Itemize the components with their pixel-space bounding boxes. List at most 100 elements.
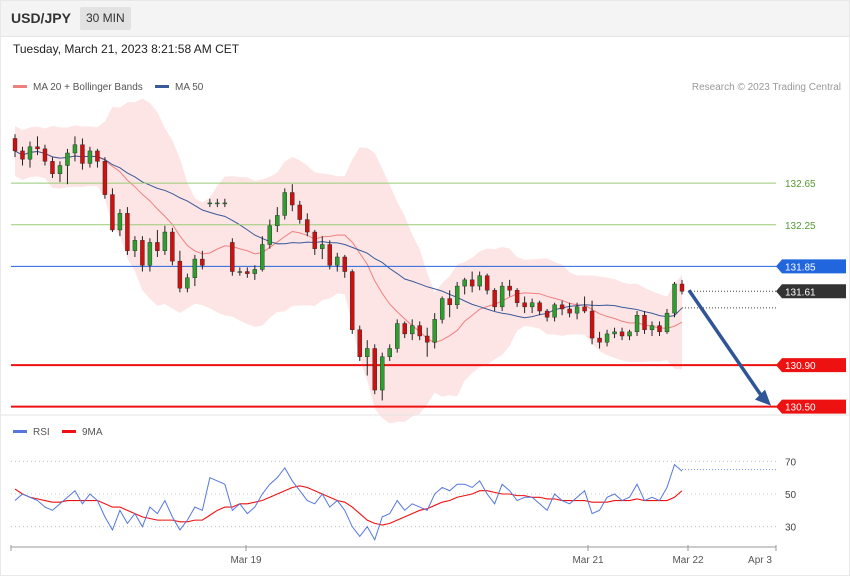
level-tag-130-90 xyxy=(776,358,846,373)
candle-body xyxy=(634,314,640,333)
candle-body xyxy=(544,310,550,318)
candle-body xyxy=(42,148,48,162)
candle-body xyxy=(125,213,130,251)
candle-body xyxy=(192,258,198,278)
candle-body xyxy=(507,285,512,291)
candle-body xyxy=(439,298,445,320)
candle-body xyxy=(57,165,63,175)
candle-body xyxy=(320,244,325,249)
rsi-lines xyxy=(14,463,776,541)
candle-body xyxy=(305,219,310,233)
candle-body xyxy=(327,244,332,266)
bollinger-band-fill xyxy=(15,98,682,424)
candle-body xyxy=(529,302,535,308)
rsi-tick-70: 70 xyxy=(785,457,797,468)
candle-body xyxy=(95,150,100,162)
ma20-legend-label: MA 20 + Bollinger Bands xyxy=(33,82,143,93)
candle-body xyxy=(155,242,160,251)
candle-body xyxy=(424,335,430,343)
candlesticks xyxy=(12,134,685,401)
candle-body xyxy=(342,256,347,272)
candle-body xyxy=(357,329,362,357)
candle-body xyxy=(237,271,243,273)
candle-body xyxy=(454,285,460,306)
level-label-130-90: 130.90 xyxy=(785,361,816,372)
candle-body xyxy=(117,213,123,231)
projection-arrow xyxy=(687,289,771,406)
candle-body xyxy=(185,277,190,289)
candle-body xyxy=(222,202,228,205)
candle-body xyxy=(297,204,302,220)
candle-body xyxy=(679,283,685,292)
ma9-legend-label: 9MA xyxy=(82,427,103,438)
candle-body xyxy=(499,285,505,308)
candle-body xyxy=(597,337,602,343)
candle-body xyxy=(642,314,647,330)
candle-body xyxy=(402,323,407,335)
ma50-legend-swatch xyxy=(155,85,169,88)
candle-body xyxy=(87,150,93,164)
candle-body xyxy=(657,325,662,333)
candle-body xyxy=(462,279,467,287)
candle-body xyxy=(380,356,385,391)
rsi-tick-30: 30 xyxy=(785,523,797,534)
level-tag-130-50 xyxy=(776,399,846,414)
candle-body xyxy=(522,302,527,308)
candle-body xyxy=(559,304,565,310)
candle-body xyxy=(72,144,78,154)
ma9-legend-swatch xyxy=(62,430,76,433)
ma9-line xyxy=(14,485,683,526)
candle-body xyxy=(35,146,40,150)
candle-body xyxy=(335,256,340,266)
candle-body xyxy=(290,192,295,206)
ma50-legend-label: MA 50 xyxy=(175,82,204,93)
level-label-131-61: 131.61 xyxy=(785,287,816,298)
header-bar: USD/JPY 30 MIN xyxy=(0,0,850,37)
candle-body xyxy=(20,150,25,160)
candle-body xyxy=(177,260,183,289)
level-label-132-65: 132.65 xyxy=(785,179,816,190)
candle-body xyxy=(65,152,70,166)
level-label-131-85: 131.85 xyxy=(785,262,816,273)
rsi-gridlines: 70 50 30 xyxy=(11,457,797,534)
candle-body xyxy=(372,348,377,391)
level-label-130-50: 130.50 xyxy=(785,403,816,414)
candle-body xyxy=(492,290,497,308)
candle-body xyxy=(252,269,258,274)
rsi-line xyxy=(14,463,683,541)
candle-body xyxy=(215,202,220,205)
ma50-line xyxy=(14,150,683,319)
candle-body xyxy=(432,319,437,343)
candle-body xyxy=(537,302,542,312)
x-tick-label: Apr 3 xyxy=(748,555,772,566)
candle-body xyxy=(649,325,655,330)
candle-body xyxy=(282,192,287,216)
candle-body xyxy=(140,240,145,266)
candle-body xyxy=(395,323,400,349)
candle-body xyxy=(260,244,265,270)
candle-body xyxy=(612,331,617,335)
timestamp: Tuesday, March 21, 2023 8:21:58 AM CET xyxy=(13,42,240,56)
timeframe-badge[interactable]: 30 MIN xyxy=(80,7,131,30)
candle-body xyxy=(447,298,452,306)
rsi-legend-label: RSI xyxy=(33,427,50,438)
price-levels xyxy=(11,182,778,408)
level-label-132-25: 132.25 xyxy=(785,221,816,232)
candle-body xyxy=(582,306,587,312)
pair-title: USD/JPY xyxy=(11,10,71,26)
candle-body xyxy=(627,331,632,337)
candle-body xyxy=(619,331,625,337)
x-tick-label: Mar 19 xyxy=(230,555,262,566)
candle-body xyxy=(387,348,392,357)
credit-text: Research © 2023 Trading Central xyxy=(692,82,841,93)
x-tick-label: Mar 21 xyxy=(572,555,604,566)
moving-averages xyxy=(14,150,683,344)
candle-body xyxy=(102,161,108,195)
candle-body xyxy=(207,202,213,205)
projection-arrow-shaft xyxy=(687,289,764,398)
ma20-line xyxy=(14,150,683,344)
candle-body xyxy=(230,242,235,272)
candle-body xyxy=(50,161,55,175)
bollinger-band xyxy=(15,98,682,424)
rsi-tick-50: 50 xyxy=(785,490,797,501)
